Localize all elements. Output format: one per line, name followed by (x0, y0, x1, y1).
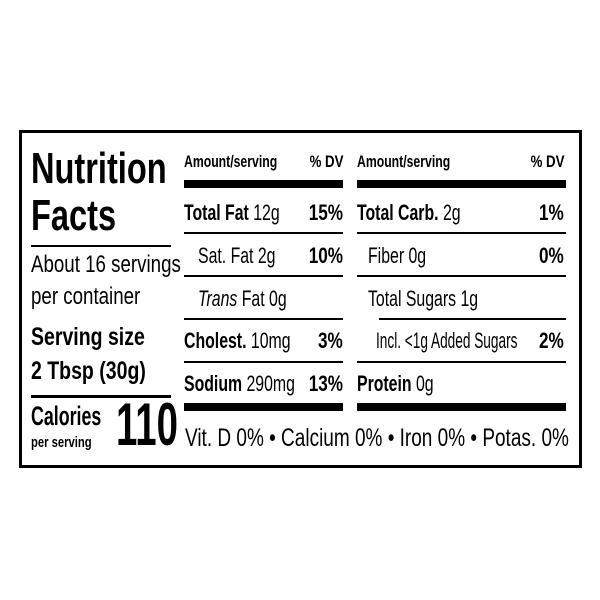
divider (31, 395, 171, 398)
row-sat-fat: Sat. Fat 2g (198, 243, 276, 268)
label: Total Carb. (357, 200, 439, 225)
header-dv-right: % DV (530, 152, 564, 171)
label: Total Fat (184, 200, 249, 225)
micronutrients: Vit. D 0% • Calcium 0% • Iron 0% • Potas… (185, 424, 569, 452)
row-cholesterol: Cholest. 10mg (184, 330, 291, 352)
divider (184, 275, 343, 277)
row-total-fat: Total Fat 12g (184, 202, 280, 224)
servings-per-container: About 16 servings (31, 251, 181, 278)
thick-divider (357, 180, 566, 188)
divider (184, 361, 343, 363)
row-fiber: Fiber 0g (368, 243, 427, 268)
dv-sat-fat: 10% (308, 243, 343, 268)
dv-total-fat: 15% (308, 200, 343, 225)
header-dv: % DV (309, 152, 343, 171)
header-amount-right: Amount/serving (357, 152, 451, 171)
calories-value: 110 (116, 391, 178, 458)
divider (357, 232, 566, 234)
amount: 0g (415, 371, 434, 396)
amount: 290mg (246, 371, 295, 396)
dv-sodium: 13% (308, 371, 343, 396)
row-protein: Protein 0g (357, 373, 434, 395)
label: Fat 0g (241, 286, 287, 311)
divider (31, 245, 171, 247)
row-total-carb: Total Carb. 2g (357, 202, 461, 224)
divider (357, 275, 566, 277)
dv-added-sugars: 2% (539, 328, 564, 353)
label: Protein (357, 371, 412, 396)
amount: 2g (442, 200, 461, 225)
title-nutrition: Nutrition (31, 144, 167, 193)
dv-fiber: 0% (539, 243, 564, 268)
calories-per-serving: per serving (31, 434, 92, 451)
serving-size-value: 2 Tbsp (30g) (31, 357, 146, 385)
calories-label: Calories (31, 401, 102, 431)
row-sodium: Sodium 290mg (184, 373, 295, 395)
serving-size-label: Serving size (31, 323, 145, 351)
title-facts: Facts (31, 191, 117, 240)
divider (357, 361, 566, 363)
dv-total-carb: 1% (539, 200, 564, 225)
row-added-sugars: Incl. <1g Added Sugars (376, 328, 518, 353)
nutrition-facts-label: Nutrition Facts About 16 servings per co… (19, 130, 582, 468)
divider (184, 318, 343, 320)
divider (379, 318, 566, 320)
thick-divider (357, 403, 566, 411)
divider (184, 232, 343, 234)
servings-per-container-2: per container (31, 283, 141, 310)
amount: 12g (253, 200, 280, 225)
label: Sodium (184, 371, 243, 396)
thick-divider (184, 180, 343, 188)
row-trans-fat: Trans Fat 0g (198, 288, 287, 310)
thick-divider (184, 403, 343, 411)
header-amount: Amount/serving (184, 152, 278, 171)
label: Cholest. (184, 328, 247, 353)
amount: 10mg (250, 328, 291, 353)
label-italic: Trans (198, 286, 238, 311)
row-total-sugars: Total Sugars 1g (368, 286, 479, 311)
dv-cholesterol: 3% (318, 328, 343, 353)
